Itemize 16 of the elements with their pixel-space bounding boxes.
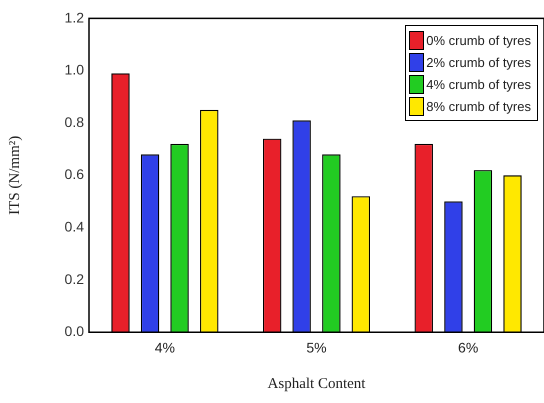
- x-tick-label: 5%: [306, 339, 327, 356]
- y-tick-label: 0.8: [64, 114, 84, 130]
- y-tick-label: 0.2: [64, 270, 84, 287]
- y-tick-label: 0.6: [64, 166, 84, 182]
- y-tick-label: 1.2: [64, 9, 84, 26]
- x-tick-label: 6%: [458, 339, 478, 356]
- y-tick-label: 1.0: [64, 62, 84, 78]
- x-axis-title: Asphalt Content: [268, 376, 366, 392]
- x-tick-label: 4%: [154, 339, 175, 356]
- legend-label: 0% crumb of tyres: [426, 32, 531, 48]
- legend-label: 8% crumb of tyres: [426, 98, 531, 114]
- y-axis-title: ITS (N/mm²): [6, 136, 23, 215]
- legend-label: 2% crumb of tyres: [426, 54, 531, 70]
- y-tick-label: 0.0: [64, 323, 84, 340]
- legend-label: 4% crumb of tyres: [426, 76, 531, 92]
- y-tick-label: 0.4: [64, 218, 84, 234]
